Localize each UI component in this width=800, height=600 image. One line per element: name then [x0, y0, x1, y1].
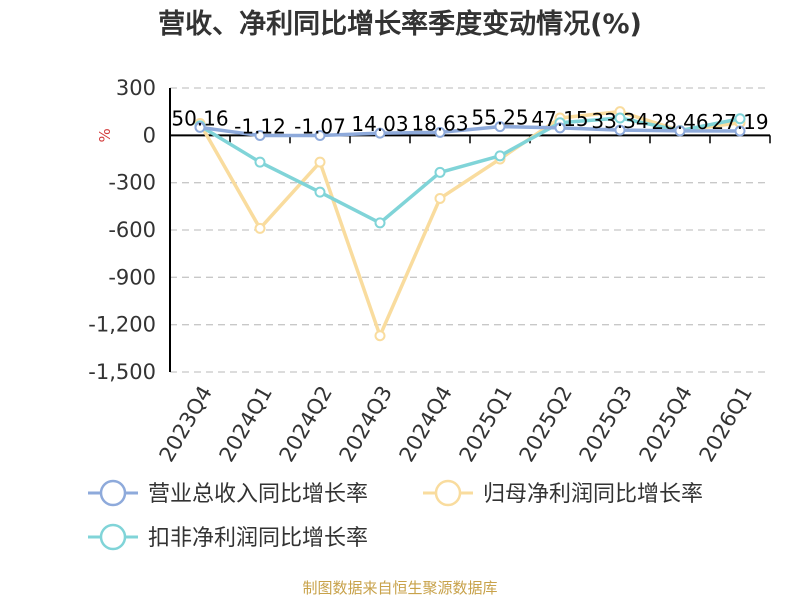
data-point: [734, 125, 746, 137]
data-label: 50.16: [171, 106, 228, 130]
y-axis-unit: %: [96, 128, 114, 142]
legend-marker: [434, 479, 462, 507]
data-point: [194, 121, 206, 133]
series-line: [199, 124, 741, 138]
data-label: 14.03: [351, 112, 408, 136]
grid-lines: [170, 87, 770, 373]
legend-label: 扣非净利润同比增长率: [148, 526, 368, 551]
series-lines: [194, 106, 746, 342]
data-label: 47.15: [531, 107, 588, 131]
x-tick-label: 2024Q3: [335, 382, 397, 466]
data-point: [734, 113, 746, 125]
series-line: [199, 116, 741, 225]
data-label: -1.12: [234, 115, 286, 139]
data-point: [434, 126, 446, 138]
data-point: [674, 125, 686, 137]
data-point: [254, 130, 266, 142]
legend-item: 营业总收入同比增长率: [88, 479, 368, 507]
legend-label: 归母净利润同比增长率: [483, 482, 703, 507]
data-point: [494, 121, 506, 133]
x-tick-label: 2025Q3: [575, 382, 637, 466]
x-tick-labels: 2023Q42024Q12024Q22024Q32024Q42025Q12025…: [155, 382, 757, 466]
y-tick-label: -300: [108, 171, 156, 195]
y-tick-label: -1,500: [88, 360, 156, 384]
x-tick-label: 2025Q1: [455, 382, 517, 466]
data-point: [434, 166, 446, 178]
data-source-note: 制图数据来自恒生聚源数据库: [302, 579, 498, 597]
data-point: [434, 192, 446, 204]
x-tick-label: 2024Q2: [275, 382, 337, 466]
data-point: [614, 112, 626, 124]
data-label: 55.25: [471, 106, 528, 130]
series-line: [198, 109, 741, 338]
x-tick-label: 2023Q4: [155, 382, 217, 466]
data-label: 28.46: [651, 110, 708, 134]
data-label: 33.34: [591, 109, 648, 133]
data-point: [374, 217, 386, 229]
data-labels: 50.16 -1.12 -1.07 14.03 18.63 55.25 47.15 33.34…: [171, 106, 768, 139]
chart-title: 营收、净利同比增长率季度变动情况(%): [158, 9, 642, 40]
x-tick-label: 2024Q1: [215, 382, 277, 466]
y-tick-label: -1,200: [88, 313, 156, 337]
x-tick-label: 2025Q4: [635, 382, 697, 466]
data-point: [554, 122, 566, 134]
legend-item: 归母净利润同比增长率: [423, 479, 703, 507]
y-tick-label: -900: [108, 265, 156, 289]
data-point: [374, 330, 386, 342]
x-tick-label: 2025Q2: [515, 382, 577, 466]
data-point: [374, 127, 386, 139]
data-point: [254, 222, 266, 234]
data-label: -1.07: [294, 115, 346, 139]
data-point: [494, 150, 506, 162]
x-tick-label: 2026Q1: [695, 382, 757, 466]
x-tick-label: 2024Q4: [395, 382, 457, 466]
legend-marker: [99, 479, 127, 507]
data-point: [254, 156, 266, 168]
data-point: [314, 130, 326, 142]
legend-item: 扣非净利润同比增长率: [88, 523, 368, 551]
data-label: 27.19: [711, 110, 768, 134]
y-tick-label: 300: [116, 76, 156, 100]
legend-label: 营业总收入同比增长率: [148, 482, 368, 507]
y-tick-label: -600: [108, 218, 156, 242]
y-tick-label: 0: [143, 123, 156, 147]
data-point: [314, 186, 326, 198]
data-point: [314, 156, 326, 168]
legend-marker: [99, 523, 127, 551]
y-tick-labels: 300 0 -300 -600 -900 -1,200 -1,500: [88, 76, 156, 384]
data-point: [614, 124, 626, 136]
data-label: 18.63: [411, 111, 468, 135]
